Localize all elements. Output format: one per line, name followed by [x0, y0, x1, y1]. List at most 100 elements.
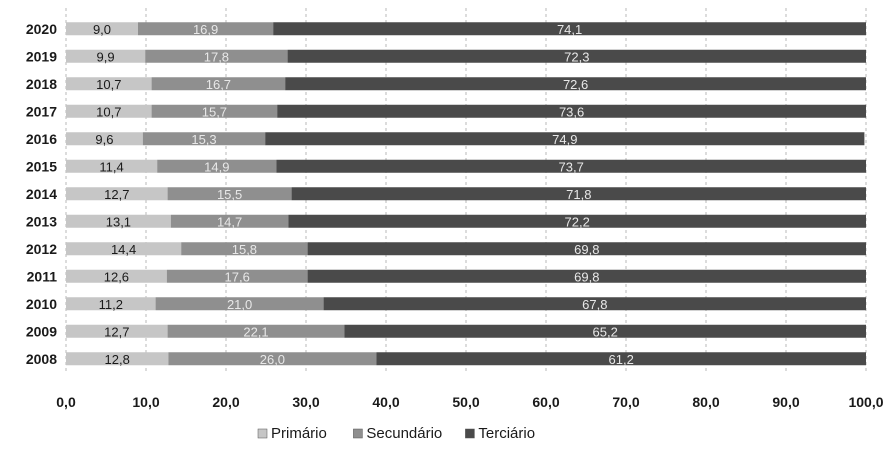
data-label: 11,2	[99, 297, 123, 312]
data-label: 16,9	[193, 22, 218, 37]
bar-segment	[66, 297, 156, 311]
data-label: 12,6	[104, 269, 129, 284]
legend-item: Primário	[257, 425, 327, 442]
y-category-label: 2015	[26, 158, 57, 174]
bar-segment	[66, 214, 171, 228]
data-label: 72,3	[564, 49, 589, 64]
bar-segment	[287, 49, 867, 63]
data-label: 9,6	[95, 132, 113, 147]
y-category-label: 2013	[26, 213, 57, 229]
data-label: 69,8	[574, 269, 599, 284]
bar-segment	[66, 187, 168, 201]
y-axis-categories: 2020 2019 2018 2017 2016 2015 2014 2013 2012 2011…	[26, 21, 57, 367]
bar-segment	[376, 352, 866, 366]
x-tick-label: 30,0	[292, 394, 319, 410]
y-category-label: 2020	[26, 21, 57, 37]
x-axis-ticks: 0,0 10,0 20,0 30,0 40,0 50,0 60,0 70,0 80,0 90,0 1…	[56, 394, 883, 410]
bar-segment	[145, 49, 288, 63]
bar-segment	[307, 269, 867, 283]
legend-label: Primário	[271, 425, 327, 442]
data-label: 15,8	[232, 242, 257, 257]
data-label: 10,7	[96, 104, 121, 119]
legend-label: Secundário	[366, 425, 442, 442]
bar-segment	[66, 242, 182, 256]
bar-segment	[277, 104, 866, 118]
data-label: 16,7	[206, 77, 231, 92]
y-category-label: 2009	[26, 323, 57, 339]
bar-segment	[66, 159, 158, 173]
data-label: 14,9	[204, 159, 229, 174]
x-tick-label: 0,0	[56, 394, 76, 410]
data-label: 26,0	[260, 352, 285, 367]
data-label: 72,6	[563, 77, 588, 92]
bar-segment	[170, 214, 289, 228]
y-category-label: 2010	[26, 296, 57, 312]
data-label: 10,7	[96, 77, 121, 92]
bar-segment	[276, 159, 866, 173]
y-category-label: 2016	[26, 131, 57, 147]
bars	[66, 22, 867, 366]
bar-segment	[265, 132, 865, 146]
x-tick-label: 40,0	[372, 394, 399, 410]
y-category-label: 2018	[26, 76, 57, 92]
bar-segment	[285, 77, 866, 91]
bar-segment	[167, 324, 345, 338]
y-category-label: 2011	[27, 268, 58, 284]
bar-segment	[66, 324, 168, 338]
data-label: 71,8	[566, 187, 591, 202]
legend-swatch	[353, 428, 363, 439]
legend-swatch	[465, 428, 475, 439]
data-label: 65,2	[593, 324, 618, 339]
data-label: 12,8	[105, 352, 130, 367]
y-category-label: 2017	[26, 103, 57, 119]
data-label: 15,5	[217, 187, 242, 202]
bar-segment	[167, 187, 292, 201]
legend: Primário Secundário Terciário	[257, 425, 535, 442]
data-labels: 9,0 16,9 74,1 9,9 17,8 72,3 10,7 16,7 72,6 10,7 15…	[93, 22, 634, 367]
data-label: 17,8	[204, 49, 229, 64]
data-label: 73,7	[559, 159, 584, 174]
bar-segment	[66, 269, 167, 283]
y-category-label: 2008	[26, 351, 57, 367]
legend-item: Terciário	[465, 425, 535, 442]
bar-segment	[288, 214, 866, 228]
bar-segment	[291, 187, 867, 201]
data-label: 72,2	[565, 214, 590, 229]
bar-segment	[66, 49, 146, 63]
data-label: 13,1	[106, 214, 131, 229]
bar-segment	[323, 297, 867, 311]
x-tick-label: 20,0	[212, 394, 239, 410]
bar-segment	[168, 352, 377, 366]
x-tick-label: 70,0	[612, 394, 639, 410]
bar-segment	[166, 269, 308, 283]
data-label: 67,8	[582, 297, 607, 312]
legend-label: Terciário	[478, 425, 535, 442]
bar-segment	[138, 22, 274, 36]
bar-segment	[66, 352, 169, 366]
data-label: 21,0	[227, 297, 252, 312]
y-category-label: 2014	[26, 186, 57, 202]
data-label: 74,9	[552, 132, 577, 147]
data-label: 69,8	[574, 242, 599, 257]
legend-item: Secundário	[353, 425, 442, 442]
bar-segment	[307, 242, 867, 256]
y-category-label: 2019	[26, 48, 57, 64]
data-label: 14,4	[111, 242, 136, 257]
bar-segment	[155, 297, 324, 311]
data-label: 12,7	[104, 187, 129, 202]
bar-segment	[66, 77, 152, 91]
data-label: 9,0	[93, 22, 111, 37]
data-label: 22,1	[243, 324, 268, 339]
bar-segment	[273, 22, 866, 36]
data-label: 74,1	[557, 22, 582, 37]
bar-segment	[66, 132, 143, 146]
x-tick-label: 90,0	[772, 394, 799, 410]
bar-segment	[157, 159, 277, 173]
bar-segment	[142, 132, 266, 146]
data-label: 14,7	[217, 214, 242, 229]
bar-segment	[344, 324, 866, 338]
x-tick-label: 50,0	[452, 394, 479, 410]
bar-segment	[151, 104, 278, 118]
